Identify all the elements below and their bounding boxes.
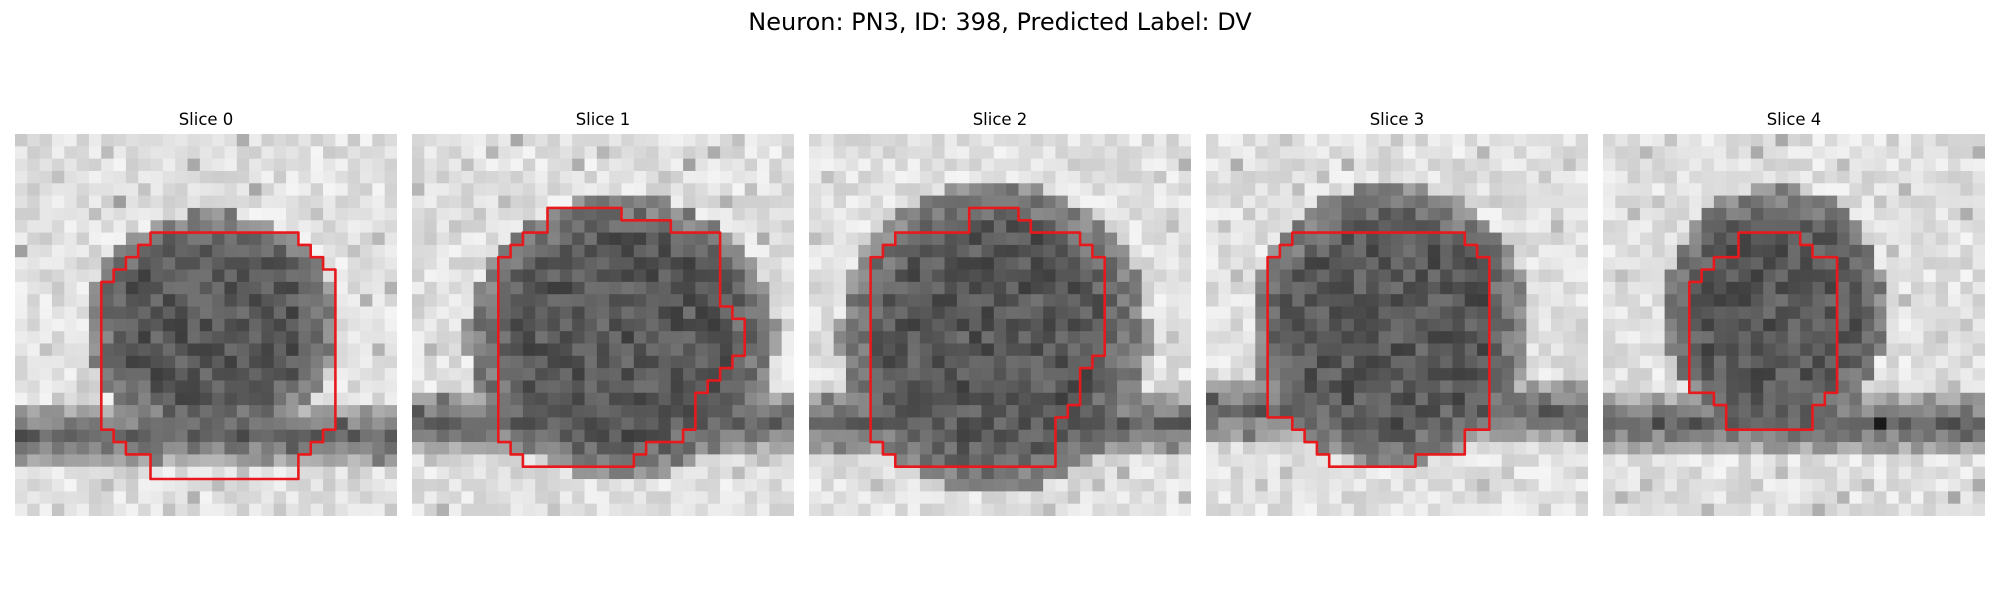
slice-panel-1: Slice 1 [412,108,794,516]
slice-image [15,134,397,516]
figure-title: Neuron: PN3, ID: 398, Predicted Label: D… [748,8,1252,36]
slice-image [1603,134,1985,516]
cell-boundary-outline [869,206,1107,469]
slice-title: Slice 1 [575,110,631,129]
slice-panel-2: Slice 2 [809,108,1191,516]
cell-boundary-outline [100,231,337,481]
slice-panel-4: Slice 4 [1603,108,1985,516]
cell-boundary-outline [1266,231,1491,469]
slice-title: Slice 3 [1369,110,1425,129]
micrograph-pixels [412,134,794,516]
slice-title: Slice 2 [972,110,1028,129]
slice-title: Slice 4 [1766,110,1822,129]
slice-title: Slice 0 [178,110,234,129]
micrograph-pixels [1206,134,1588,516]
slice-panel-0: Slice 0 [15,108,397,516]
slice-image [1206,134,1588,516]
slice-panel-3: Slice 3 [1206,108,1588,516]
slice-image [412,134,794,516]
micrograph-pixels [1603,134,1985,516]
cell-boundary-outline [497,206,747,469]
cell-boundary-outline [1688,231,1839,432]
micrograph-pixels [15,134,397,516]
micrograph-pixels [809,134,1191,516]
slice-image [809,134,1191,516]
